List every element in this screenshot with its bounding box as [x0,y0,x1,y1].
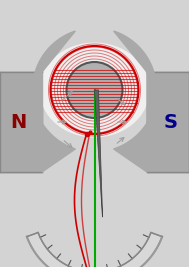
Circle shape [67,62,122,118]
Polygon shape [27,233,162,267]
FancyBboxPatch shape [0,72,42,172]
Polygon shape [0,72,42,172]
Text: S: S [164,112,178,132]
Polygon shape [114,31,156,172]
Ellipse shape [40,42,149,138]
Polygon shape [33,31,75,172]
FancyBboxPatch shape [147,72,189,172]
Text: N: N [10,112,26,132]
Polygon shape [147,72,189,172]
Polygon shape [94,90,103,217]
